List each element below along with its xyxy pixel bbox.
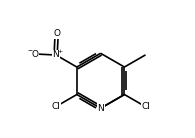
Text: Cl: Cl [51, 102, 60, 111]
Text: Cl: Cl [141, 102, 150, 111]
Text: N: N [52, 50, 59, 59]
Text: N: N [97, 104, 104, 113]
Text: −: − [27, 48, 32, 53]
Text: +: + [58, 49, 63, 54]
Text: O: O [53, 29, 60, 38]
Text: O: O [31, 50, 38, 59]
